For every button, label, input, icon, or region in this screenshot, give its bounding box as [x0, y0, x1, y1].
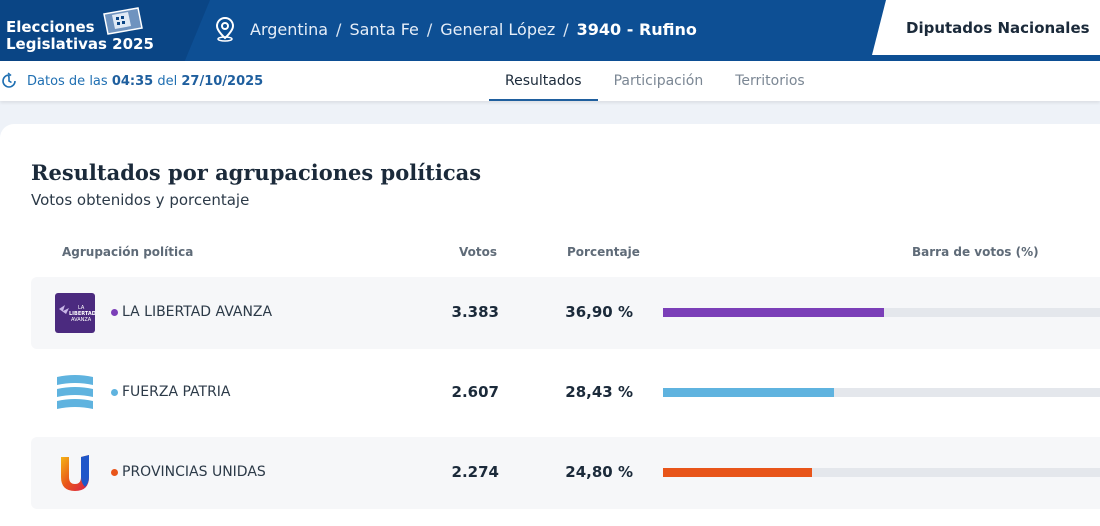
- party-color-dot: [111, 469, 118, 476]
- table-header: Agrupación política Votos Porcentaje Bar…: [0, 245, 1100, 265]
- party-percent: 28,43 %: [565, 383, 633, 401]
- column-header-party: Agrupación política: [62, 245, 194, 259]
- results-title: Resultados por agrupaciones políticas: [31, 160, 482, 185]
- party-percent: 24,80 %: [565, 463, 633, 481]
- sub-navigation: Datos de las 04:35 del 27/10/2025 Result…: [0, 61, 1100, 101]
- tab-participacion[interactable]: Participación: [613, 73, 704, 89]
- breadcrumb-separator: /: [563, 19, 569, 39]
- top-header: Elecciones Legislativas 2025 Argentina /…: [0, 0, 1100, 61]
- breadcrumb-country[interactable]: Argentina: [250, 19, 329, 39]
- breadcrumb: Argentina / Santa Fe / General López / 3…: [212, 16, 697, 42]
- brand-line-2: Legislativas 2025: [6, 35, 154, 53]
- column-header-votes: Votos: [459, 245, 497, 259]
- updated-prefix: Datos de las: [27, 73, 108, 89]
- updated-date: 27/10/2025: [181, 73, 264, 89]
- breadcrumb-current: 3940 - Rufino: [576, 19, 697, 39]
- refresh-clock-icon: [2, 72, 16, 88]
- vote-bar-fill: [663, 388, 834, 397]
- brand-block[interactable]: Elecciones Legislativas 2025: [0, 0, 210, 61]
- updated-mid: del: [157, 73, 178, 89]
- last-updated: Datos de las 04:35 del 27/10/2025: [0, 72, 263, 90]
- la-libertad-avanza-logo: LA LIBERTAD AVANZA: [55, 293, 95, 333]
- provincias-unidas-logo: [61, 455, 89, 491]
- party-votes: 2.274: [451, 463, 499, 481]
- logo-text: AVANZA: [71, 317, 92, 323]
- results-panel: Resultados por agrupaciones políticas Vo…: [0, 124, 1100, 526]
- breadcrumb-province[interactable]: Santa Fe: [349, 19, 419, 39]
- tab-bar: Resultados Participación Territorios: [489, 61, 821, 101]
- tab-territorios[interactable]: Territorios: [735, 73, 805, 89]
- party-name: LA LIBERTAD AVANZA: [122, 304, 273, 320]
- party-color-dot: [111, 309, 118, 316]
- vote-bar-track: [663, 388, 1100, 397]
- vote-bar-fill: [663, 468, 812, 477]
- chamber-selector[interactable]: Diputados Nacionales: [872, 0, 1100, 55]
- location-pin-icon: [215, 16, 235, 42]
- logo-text: LIBERTAD: [69, 311, 95, 317]
- table-row[interactable]: FUERZA PATRIA 2.607 28,43 %: [31, 357, 1100, 429]
- breadcrumb-separator: /: [336, 19, 342, 39]
- table-row[interactable]: PROVINCIAS UNIDAS 2.274 24,80 %: [31, 437, 1100, 509]
- vote-bar-track: [663, 308, 1100, 317]
- vote-bar-track: [663, 468, 1100, 477]
- breadcrumb-department[interactable]: General López: [440, 19, 556, 39]
- fuerza-patria-logo: [57, 375, 93, 409]
- results-subtitle: Votos obtenidos y porcentaje: [31, 191, 250, 209]
- party-color-dot: [111, 389, 118, 396]
- ballot-box-icon: [103, 7, 143, 35]
- party-percent: 36,90 %: [565, 303, 633, 321]
- breadcrumb-separator: /: [426, 19, 433, 39]
- party-votes: 3.383: [451, 303, 499, 321]
- brand-line-1: Elecciones: [6, 18, 95, 36]
- brand-title: Elecciones Legislativas 2025: [6, 19, 154, 53]
- party-votes: 2.607: [451, 383, 499, 401]
- updated-time: 04:35: [111, 73, 154, 89]
- table-row[interactable]: LA LIBERTAD AVANZA LA LIBERTAD AVANZA 3.…: [31, 277, 1100, 349]
- tab-resultados[interactable]: Resultados: [489, 61, 598, 101]
- column-header-bar: Barra de votos (%): [912, 245, 1039, 259]
- vote-bar-fill: [663, 308, 885, 317]
- column-header-percent: Porcentaje: [567, 245, 640, 259]
- party-name: FUERZA PATRIA: [122, 384, 231, 400]
- party-name: PROVINCIAS UNIDAS: [122, 464, 266, 480]
- logo-text: LA: [78, 305, 85, 311]
